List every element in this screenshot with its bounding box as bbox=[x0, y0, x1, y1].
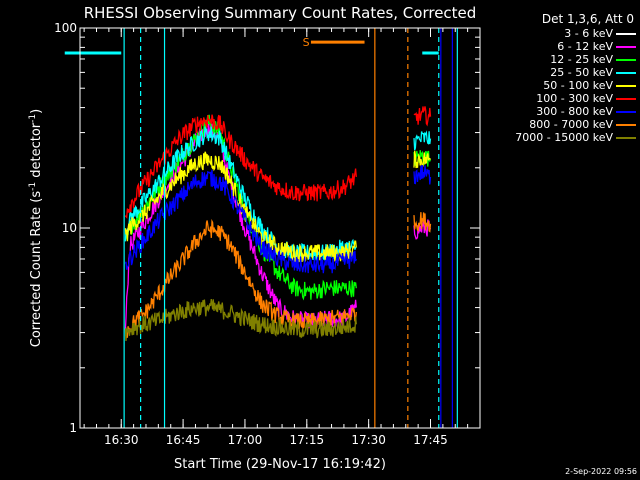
legend-entry-5: 100 - 300 keV bbox=[484, 92, 636, 105]
x-tick-label-1: 16:45 bbox=[166, 433, 201, 447]
legend-entry-2: 12 - 25 keV bbox=[484, 53, 636, 66]
legend-entry-label: 3 - 6 keV bbox=[564, 27, 613, 40]
legend-entry-6: 300 - 800 keV bbox=[484, 105, 636, 118]
y-axis-label-mid: detector bbox=[29, 122, 44, 182]
legend-entry-3: 25 - 50 keV bbox=[484, 66, 636, 79]
y-axis-label-end: ) bbox=[29, 109, 44, 114]
series-line-5-1 bbox=[413, 106, 432, 127]
x-tick-label-3: 17:15 bbox=[290, 433, 325, 447]
legend-swatch bbox=[616, 71, 636, 74]
legend-swatch bbox=[616, 84, 636, 87]
chart-title: RHESSI Observing Summary Count Rates, Co… bbox=[84, 4, 477, 22]
legend-entry-0: 3 - 6 keV bbox=[484, 27, 636, 40]
series-line-6-0 bbox=[124, 169, 357, 274]
y-axis-label-main: Corrected Count Rate (s bbox=[29, 191, 44, 348]
x-tick-label-2: 17:00 bbox=[228, 433, 263, 447]
legend-entry-label: 800 - 7000 keV bbox=[529, 118, 613, 131]
legend-swatch bbox=[616, 32, 636, 35]
legend-entry-8: 7000 - 15000 keV bbox=[484, 131, 636, 144]
y-tick-label-1: 10 bbox=[62, 221, 77, 235]
legend-entry-4: 50 - 100 keV bbox=[484, 79, 636, 92]
legend-entry-1: 6 - 12 keV bbox=[484, 40, 636, 53]
legend-entry-label: 7000 - 15000 keV bbox=[515, 131, 613, 144]
y-tick-label-0: 1 bbox=[69, 421, 77, 435]
legend-entry-label: 100 - 300 keV bbox=[536, 92, 613, 105]
legend-entry-label: 12 - 25 keV bbox=[550, 53, 613, 66]
legend-entry-label: 6 - 12 keV bbox=[557, 40, 613, 53]
x-tick-label-4: 17:30 bbox=[351, 433, 386, 447]
render-timestamp: 2-Sep-2022 09:56 bbox=[565, 467, 637, 476]
series-line-6-1 bbox=[413, 164, 432, 185]
legend-swatch bbox=[616, 97, 636, 100]
legend-swatch bbox=[616, 110, 636, 113]
series-line-7-0 bbox=[124, 218, 357, 339]
legend-swatch bbox=[616, 136, 636, 139]
chart-legend: Det 1,3,6, Att 0 3 - 6 keV 6 - 12 keV 12 -… bbox=[484, 12, 636, 144]
y-axis-label-sup1: -1 bbox=[28, 182, 38, 191]
x-axis-label: Start Time (29-Nov-17 16:19:42) bbox=[174, 457, 386, 472]
series-line-3-1 bbox=[413, 130, 432, 151]
legend-swatch bbox=[616, 45, 636, 48]
y-tick-label-2: 100 bbox=[54, 21, 77, 35]
legend-entry-label: 50 - 100 keV bbox=[543, 79, 613, 92]
y-axis-label-sup2: -1 bbox=[28, 114, 38, 123]
series-line-8-0 bbox=[124, 298, 357, 342]
legend-entry-7: 800 - 7000 keV bbox=[484, 118, 636, 131]
legend-swatch bbox=[616, 123, 636, 126]
series-line-7-1 bbox=[413, 212, 432, 233]
legend-title: Det 1,3,6, Att 0 bbox=[541, 12, 634, 26]
series-line-2-1 bbox=[413, 150, 432, 167]
attenuator-marker: S bbox=[303, 36, 310, 49]
x-tick-label-5: 17:45 bbox=[413, 433, 448, 447]
series-line-4-0 bbox=[124, 151, 357, 263]
legend-entry-label: 300 - 800 keV bbox=[536, 105, 613, 118]
x-tick-label-0: 16:30 bbox=[104, 433, 139, 447]
legend-swatch bbox=[616, 58, 636, 61]
y-axis-label: Corrected Count Rate (s-1 detector-1) bbox=[28, 109, 44, 347]
legend-entry-label: 25 - 50 keV bbox=[550, 66, 613, 79]
series-line-5-0 bbox=[124, 114, 357, 219]
